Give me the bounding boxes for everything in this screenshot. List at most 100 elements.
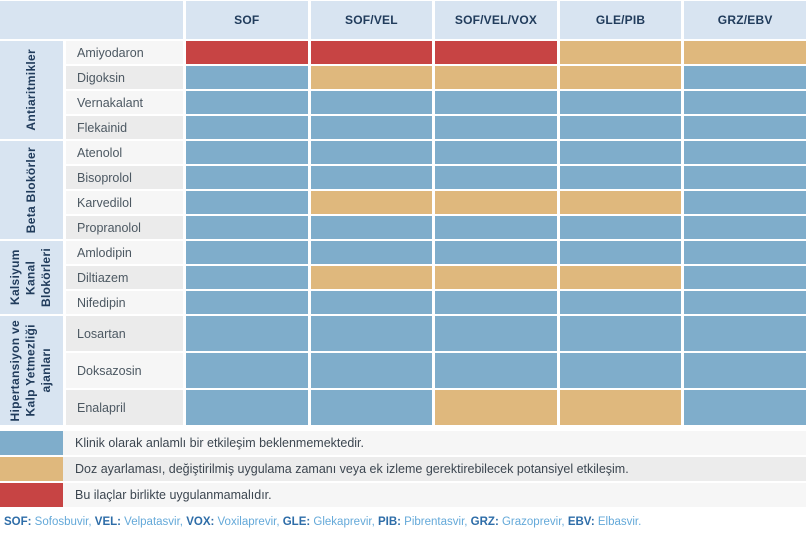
matrix-cell-none bbox=[435, 216, 557, 239]
matrix-cell-none bbox=[186, 141, 308, 164]
matrix-cell-none bbox=[684, 266, 806, 289]
matrix-cell-potential bbox=[559, 390, 682, 425]
group-label: Beta Blokörler bbox=[23, 146, 38, 234]
group-label-cell: Antiaritmikler bbox=[0, 41, 63, 139]
matrix-cell-none bbox=[310, 216, 433, 239]
matrix-cell-none bbox=[435, 316, 557, 351]
legend-label: Klinik olarak anlamlı bir etkileşim bekl… bbox=[75, 436, 365, 450]
matrix-cell-none bbox=[310, 316, 433, 351]
matrix-cell-none bbox=[186, 116, 308, 139]
matrix-cell-none bbox=[684, 353, 806, 388]
drug-group: Kalsiyum Kanal Blokörleri Amlodipin Diltia… bbox=[0, 241, 806, 314]
matrix-cell-none bbox=[186, 316, 308, 351]
table-row: Digoksin bbox=[66, 66, 806, 89]
matrix-cell-none bbox=[684, 291, 806, 314]
drug-name: Digoksin bbox=[66, 66, 183, 89]
legend-row: Klinik olarak anlamlı bir etkileşim bekl… bbox=[0, 431, 806, 455]
matrix-cell-none bbox=[684, 241, 806, 264]
matrix-cell-none bbox=[559, 91, 682, 114]
matrix-cell-none bbox=[310, 353, 433, 388]
matrix-cell-none bbox=[186, 216, 308, 239]
matrix-cell-none bbox=[559, 353, 682, 388]
group-rows: Amiyodaron Digoksin Vernakalant Flekainid bbox=[66, 41, 806, 139]
matrix-cell-potential bbox=[435, 390, 557, 425]
table-row: Bisoprolol bbox=[66, 166, 806, 189]
matrix-cell-none bbox=[684, 216, 806, 239]
table-row: Vernakalant bbox=[66, 91, 806, 114]
matrix-cell-potential bbox=[435, 266, 557, 289]
matrix-cell-none bbox=[186, 91, 308, 114]
table-row: Enalapril bbox=[66, 390, 806, 425]
legend-row: Bu ilaçlar birlikte uygulanmamalıdır. bbox=[0, 483, 806, 507]
matrix-cell-avoid bbox=[310, 41, 433, 64]
matrix-cell-none bbox=[684, 166, 806, 189]
matrix-cell-none bbox=[435, 91, 557, 114]
header-row: SOF SOF/VEL SOF/VEL/VOX GLE/PIB GRZ/EBV bbox=[0, 1, 806, 39]
drug-group: Beta Blokörler Atenolol Bisoprolol Karvedil… bbox=[0, 141, 806, 239]
matrix-cell-potential bbox=[559, 66, 682, 89]
matrix-cell-none bbox=[186, 191, 308, 214]
group-label: Kalsiyum Kanal Blokörleri bbox=[8, 247, 54, 307]
abbreviation: VOX: bbox=[186, 516, 215, 528]
abbreviation-full-name: Pibrentasvir, bbox=[400, 516, 468, 528]
matrix-cell-none bbox=[684, 141, 806, 164]
legend-label: Doz ayarlaması, değiştirilmiş uygulama z… bbox=[75, 462, 629, 476]
matrix-cell-potential bbox=[559, 41, 682, 64]
drug-name: Atenolol bbox=[66, 141, 183, 164]
abbreviation-full-name: Velpatasvir, bbox=[120, 516, 183, 528]
matrix-cell-none bbox=[435, 291, 557, 314]
abbreviation: VEL: bbox=[94, 516, 121, 528]
abbreviation: EBV: bbox=[567, 516, 595, 528]
matrix-cell-none bbox=[559, 316, 682, 351]
matrix-cell-potential bbox=[435, 66, 557, 89]
drug-name: Flekainid bbox=[66, 116, 183, 139]
matrix-cell-none bbox=[310, 116, 433, 139]
matrix-cell-none bbox=[559, 241, 682, 264]
matrix-cell-potential bbox=[310, 191, 433, 214]
matrix-cell-none bbox=[186, 266, 308, 289]
matrix-cell-none bbox=[559, 141, 682, 164]
matrix-cell-none bbox=[435, 116, 557, 139]
table-row: Diltiazem bbox=[66, 266, 806, 289]
abbreviation-full-name: Sofosbuvir, bbox=[31, 516, 92, 528]
drug-name: Losartan bbox=[66, 316, 183, 351]
abbreviation-full-name: Elbasvir. bbox=[594, 516, 642, 528]
table-row: Propranolol bbox=[66, 216, 806, 239]
drug-group: Hipertansiyon ve Kalp Yetmezliği ajanlar… bbox=[0, 316, 806, 425]
matrix-cell-none bbox=[559, 291, 682, 314]
abbreviation-full-name: Grazoprevir, bbox=[498, 516, 565, 528]
group-rows: Losartan Doksazosin Enalapril bbox=[66, 316, 806, 425]
matrix-cell-none bbox=[310, 91, 433, 114]
corner-cell bbox=[0, 1, 183, 39]
matrix-cell-potential bbox=[684, 41, 806, 64]
matrix-cell-none bbox=[559, 116, 682, 139]
matrix-cell-avoid bbox=[186, 41, 308, 64]
table-row: Amiyodaron bbox=[66, 41, 806, 64]
matrix-cell-none bbox=[435, 241, 557, 264]
matrix-cell-none bbox=[186, 241, 308, 264]
table-row: Doksazosin bbox=[66, 353, 806, 388]
abbreviation-full-name: Voxilaprevir, bbox=[214, 516, 280, 528]
group-label-cell: Kalsiyum Kanal Blokörleri bbox=[0, 241, 63, 314]
abbreviation: GRZ: bbox=[470, 516, 499, 528]
drug-name: Karvedilol bbox=[66, 191, 183, 214]
legend-label: Bu ilaçlar birlikte uygulanmamalıdır. bbox=[75, 488, 272, 502]
matrix-cell-none bbox=[186, 390, 308, 425]
matrix-cell-none bbox=[186, 291, 308, 314]
matrix-cell-none bbox=[684, 390, 806, 425]
drug-name: Doksazosin bbox=[66, 353, 183, 388]
matrix-cell-none bbox=[310, 141, 433, 164]
matrix-cell-none bbox=[435, 353, 557, 388]
matrix-cell-none bbox=[684, 91, 806, 114]
table-row: Flekainid bbox=[66, 116, 806, 139]
column-header: SOF/VEL/VOX bbox=[435, 1, 557, 39]
legend-swatch-potential bbox=[0, 457, 63, 481]
column-header: GLE/PIB bbox=[559, 1, 682, 39]
legend: Klinik olarak anlamlı bir etkileşim bekl… bbox=[0, 431, 806, 507]
table-row: Losartan bbox=[66, 316, 806, 351]
matrix-cell-avoid bbox=[435, 41, 557, 64]
table-row: Atenolol bbox=[66, 141, 806, 164]
matrix-cell-potential bbox=[559, 266, 682, 289]
group-label: Hipertansiyon ve Kalp Yetmezliği ajanlar… bbox=[8, 319, 54, 422]
